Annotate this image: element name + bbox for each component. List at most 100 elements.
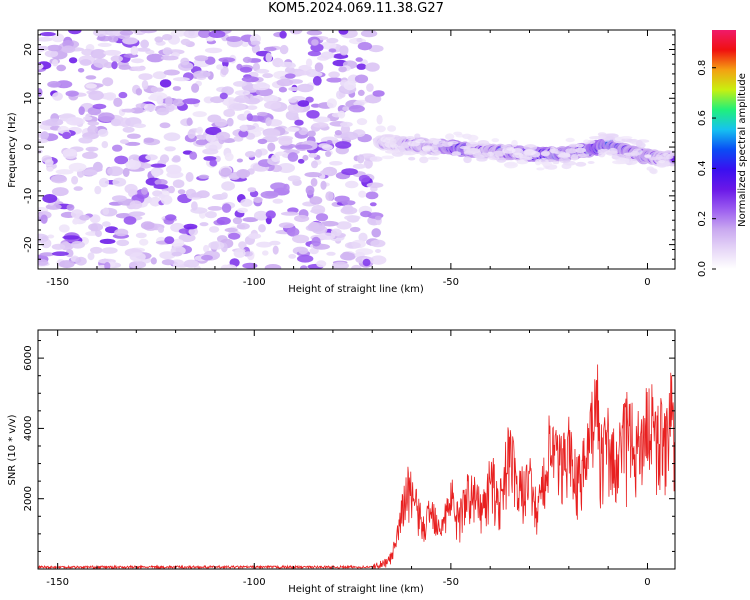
- halo-cell: [387, 125, 397, 132]
- noise-cell: [102, 207, 110, 215]
- noise-cell: [180, 38, 191, 46]
- noise-cell: [52, 59, 59, 67]
- noise-cell: [68, 162, 87, 172]
- noise-cell: [78, 106, 85, 115]
- noise-cell: [40, 31, 56, 37]
- noise-cell: [38, 138, 49, 144]
- noise-cell: [218, 57, 236, 63]
- noise-cell: [302, 154, 309, 161]
- noise-cell: [128, 211, 146, 217]
- noise-cell: [38, 37, 54, 42]
- noise-cell: [87, 252, 95, 261]
- noise-cell: [61, 45, 76, 54]
- noise-cell: [289, 30, 303, 35]
- noise-cell: [328, 71, 340, 78]
- noise-cell: [329, 161, 343, 166]
- noise-cell: [228, 102, 246, 111]
- noise-cell: [112, 144, 123, 152]
- noise-cell: [269, 240, 281, 246]
- noise-cell: [362, 258, 371, 267]
- noise-cell: [111, 61, 118, 70]
- noise-cell: [221, 192, 228, 199]
- spectrogram-y-ticks: 20 10 0 -10 -20: [23, 34, 675, 270]
- noise-cell: [131, 58, 144, 64]
- halo-cell: [565, 137, 575, 143]
- noise-cell: [216, 64, 224, 70]
- noise-cell: [278, 137, 293, 146]
- noise-cell: [311, 236, 321, 247]
- noise-cell: [90, 49, 107, 59]
- noise-cell: [278, 61, 296, 68]
- noise-cell: [288, 86, 300, 92]
- halo-cell: [381, 155, 395, 160]
- y-tick-label: 20: [23, 43, 34, 56]
- noise-cell: [246, 105, 258, 110]
- noise-cell: [178, 228, 192, 234]
- noise-cell: [238, 241, 247, 249]
- noise-cell: [246, 113, 253, 121]
- noise-cell: [260, 190, 279, 199]
- noise-cell: [256, 111, 268, 117]
- noise-cell: [103, 62, 114, 69]
- noise-cell: [141, 79, 149, 90]
- noise-cell: [242, 56, 252, 64]
- halo-cell: [432, 139, 439, 145]
- noise-cell: [220, 264, 230, 269]
- noise-cell: [135, 232, 147, 239]
- halo-cell: [453, 131, 463, 136]
- colorbar: 0.0 0.2 0.4 0.6 0.8 Normalized spectral ampl…: [697, 30, 748, 277]
- noise-cell: [240, 124, 248, 132]
- x-tick-label: -100: [243, 277, 266, 288]
- halo-cell: [427, 156, 439, 160]
- noise-cell: [165, 214, 177, 221]
- noise-cell: [138, 73, 153, 81]
- halo-cell: [606, 151, 618, 156]
- noise-cell: [102, 221, 111, 227]
- noise-cell: [82, 169, 98, 176]
- noise-cell: [348, 105, 365, 113]
- noise-cell: [306, 30, 323, 36]
- halo-cell: [419, 156, 429, 164]
- noise-cell: [244, 151, 256, 158]
- noise-cell: [236, 158, 243, 163]
- noise-cell: [304, 172, 323, 178]
- noise-cell: [146, 53, 164, 63]
- halo-cell: [415, 139, 426, 144]
- halo-cell: [477, 140, 490, 147]
- noise-cell: [172, 86, 182, 91]
- noise-cell: [248, 233, 262, 240]
- noise-cell: [103, 49, 122, 56]
- noise-cell: [129, 260, 147, 269]
- noise-cell: [343, 80, 356, 91]
- noise-cell: [328, 48, 337, 53]
- noise-cell: [314, 62, 324, 72]
- noise-cell: [278, 86, 287, 93]
- noise-cell: [208, 30, 226, 38]
- halo-cell: [375, 125, 386, 133]
- noise-cell: [139, 238, 149, 246]
- noise-cell: [185, 172, 194, 182]
- noise-cell: [354, 74, 369, 84]
- halo-cell: [467, 134, 479, 142]
- noise-cell: [172, 179, 185, 188]
- noise-cell: [318, 232, 336, 240]
- x-tick-label: 0: [644, 277, 650, 288]
- noise-cell: [214, 118, 228, 128]
- noise-cell: [68, 57, 78, 64]
- noise-cell: [45, 118, 64, 127]
- noise-cell: [272, 245, 279, 255]
- noise-cell: [270, 182, 287, 191]
- spectrogram-x-ticks: -150 -100 -50 0: [46, 30, 651, 288]
- noise-cell: [365, 191, 379, 200]
- halo-cell: [451, 151, 462, 156]
- noise-cell: [123, 216, 137, 225]
- noise-cell: [239, 66, 253, 73]
- snr-series-line: [38, 364, 675, 569]
- noise-cell: [51, 243, 66, 250]
- noise-cell: [307, 130, 316, 137]
- halo-cell: [575, 161, 587, 167]
- noise-cell: [349, 226, 361, 233]
- noise-cell: [305, 58, 313, 67]
- noise-cell: [172, 155, 181, 162]
